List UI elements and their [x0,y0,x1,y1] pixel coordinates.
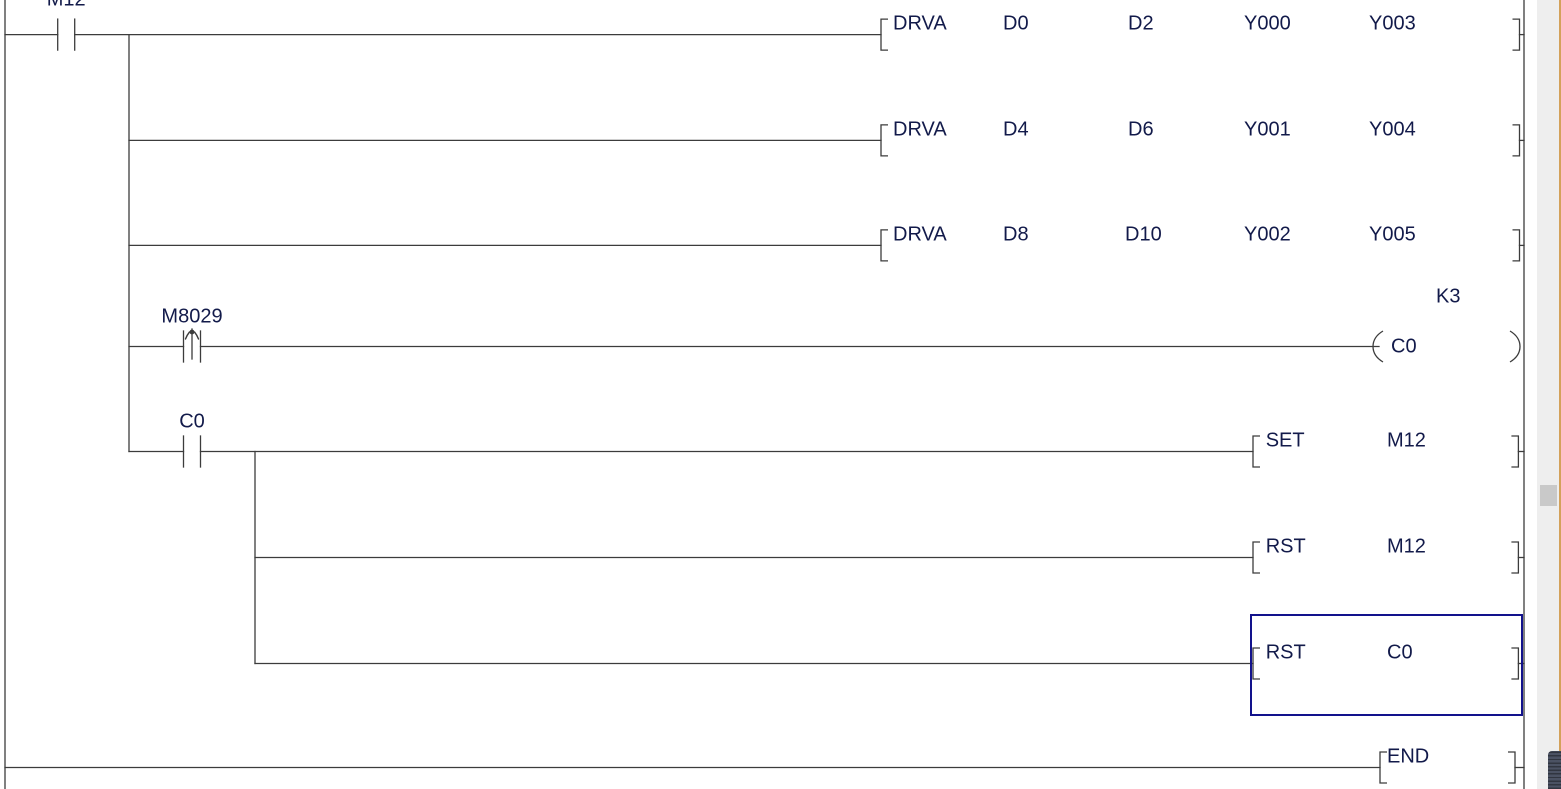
svg-text:M12: M12 [1387,536,1426,558]
svg-text:Y001: Y001 [1244,118,1291,140]
svg-text:C0: C0 [179,411,205,433]
svg-text:M12: M12 [47,0,86,11]
svg-text:D2: D2 [1128,13,1154,35]
svg-text:Y005: Y005 [1369,223,1416,245]
svg-text:DRVA: DRVA [893,118,947,140]
svg-text:D8: D8 [1003,223,1029,245]
svg-text:D0: D0 [1003,13,1029,35]
svg-text:C0: C0 [1391,336,1417,358]
svg-text:DRVA: DRVA [893,223,947,245]
svg-text:Y000: Y000 [1244,13,1291,35]
svg-text:Y002: Y002 [1244,223,1291,245]
svg-text:Y003: Y003 [1369,13,1416,35]
svg-text:D10: D10 [1125,223,1162,245]
svg-text:K3: K3 [1436,286,1460,308]
svg-text:M8029: M8029 [161,306,222,328]
svg-text:DRVA: DRVA [893,13,947,35]
svg-text:D6: D6 [1128,118,1154,140]
svg-text:Y004: Y004 [1369,118,1416,140]
svg-text:RST: RST [1266,536,1306,558]
svg-text:D4: D4 [1003,118,1029,140]
svg-text:M12: M12 [1387,430,1426,452]
svg-text:END: END [1387,746,1429,768]
svg-text:SET: SET [1266,430,1305,452]
